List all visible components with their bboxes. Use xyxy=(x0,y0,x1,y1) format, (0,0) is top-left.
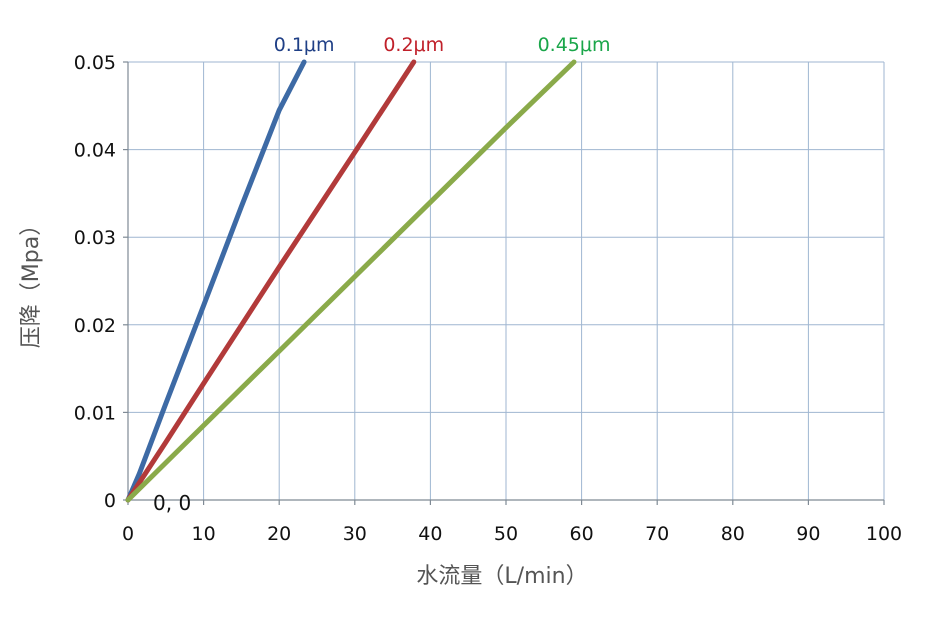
series-line xyxy=(125,59,577,503)
x-tick-label: 0 xyxy=(122,523,134,545)
x-tick-label: 40 xyxy=(418,523,442,545)
origin-annotation: 0, 0 xyxy=(153,491,191,515)
x-tick-label: 10 xyxy=(192,523,216,545)
x-tick-label: 30 xyxy=(343,523,367,545)
grid-layer xyxy=(128,61,885,500)
y-tick-label: 0.04 xyxy=(74,140,116,162)
y-tick-label: 0.05 xyxy=(74,52,116,74)
x-tick-label: 20 xyxy=(267,523,291,545)
x-tick-label: 100 xyxy=(866,523,902,545)
y-tick-label: 0.01 xyxy=(74,402,116,424)
x-tick-label: 60 xyxy=(570,523,594,545)
series-layer xyxy=(125,59,577,503)
x-tick-label: 90 xyxy=(796,523,820,545)
series-line xyxy=(125,59,307,503)
x-tick-label: 50 xyxy=(494,523,518,545)
y-tick-label: 0.03 xyxy=(74,227,116,249)
series-label: 0.45μm xyxy=(538,34,611,56)
y-tick-label: 0.02 xyxy=(74,315,116,337)
series-label: 0.2μm xyxy=(383,34,444,56)
label-layer: 0 10 20 30 40 50 60 70 80 90 100 0 0.01 0.02 0.03 0.04 0… xyxy=(19,34,902,589)
series-label: 0.1μm xyxy=(274,34,335,56)
y-tick-label: 0 xyxy=(104,490,116,512)
y-axis-title: 压降（Mpa） xyxy=(19,214,44,348)
series-line xyxy=(125,59,417,503)
x-tick-label: 70 xyxy=(645,523,669,545)
x-axis-title: 水流量（L/min） xyxy=(416,564,587,589)
x-tick-label: 80 xyxy=(721,523,745,545)
